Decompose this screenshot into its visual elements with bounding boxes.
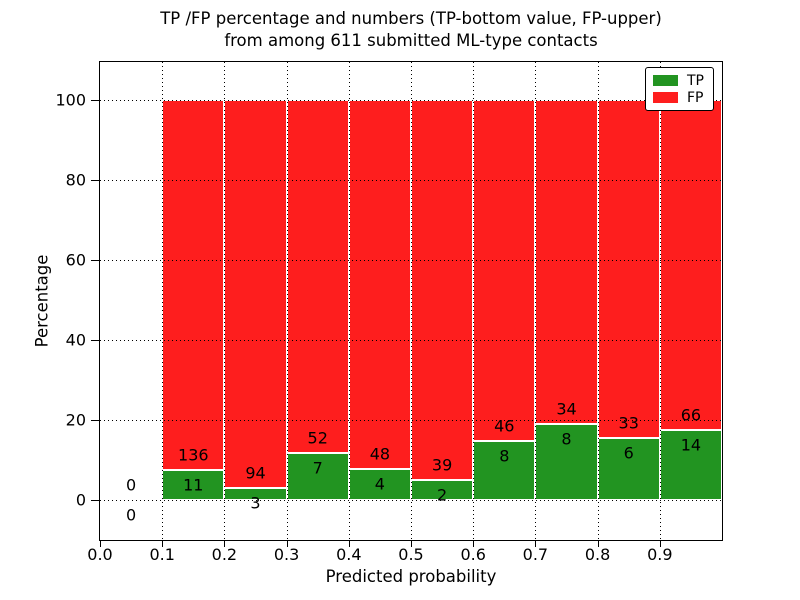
chart-title: TP /FP percentage and numbers (TP-bottom… (100, 8, 722, 52)
x-tick-mark (224, 541, 226, 547)
gridline-v (224, 62, 226, 540)
bar-count-label-tp: 7 (312, 458, 323, 478)
bar-count-label-fp: 48 (369, 444, 391, 464)
gridline-v (411, 62, 412, 540)
y-tick-label: 0 (75, 490, 86, 510)
bar-count-label-fp: 52 (307, 428, 328, 448)
plot-area: 0 0 136 11 94 3 52 7 48 4 39 2 46 8 34 8 33 6 66 14 (99, 61, 723, 541)
bar-count-label-fp: 39 (431, 455, 453, 475)
y-tick-mark (91, 260, 99, 261)
x-tick-mark (348, 541, 350, 547)
bar-segment-fp (659, 100, 722, 430)
bar-segment-fp (162, 100, 225, 471)
gridline-v (535, 62, 537, 540)
bar-segment-tp (286, 452, 349, 500)
x-tick-label: 0.5 (398, 545, 424, 564)
bar-count-label-tp: 4 (374, 474, 385, 494)
bar-segment-fp (597, 100, 660, 439)
bar-segment-tp (162, 470, 225, 500)
bar-count-label-tp: 8 (561, 429, 572, 449)
y-tick-label: 40 (65, 330, 86, 350)
legend-swatch-fp-icon (653, 92, 678, 103)
x-tick-mark (535, 541, 537, 547)
x-tick-label: 0.2 (211, 545, 238, 564)
bar-segment-fp (473, 100, 536, 441)
legend-swatch-tp-icon (653, 75, 678, 86)
legend-entry-tp: TP (653, 74, 706, 88)
legend-label-fp: FP (687, 89, 704, 106)
legend: TP FP (645, 67, 714, 111)
x-tick-mark (286, 541, 288, 547)
y-tick-label: 60 (65, 250, 86, 270)
legend-label-tp: TP (687, 72, 704, 89)
bar-count-label-tp: 8 (499, 446, 510, 466)
x-tick-label: 0.0 (87, 545, 113, 564)
bar-count-label-tp: 11 (183, 475, 204, 495)
x-tick-label: 0.3 (273, 545, 300, 564)
chart-title-line2: from among 611 submitted ML-type contact… (224, 31, 598, 50)
x-axis-label: Predicted probability (325, 567, 497, 586)
x-tick-mark (659, 541, 661, 547)
bar-segment-tp (348, 469, 411, 500)
y-tick-label: 80 (65, 170, 86, 190)
x-tick-mark (411, 541, 412, 547)
bar-count-label-fp: 46 (494, 416, 515, 436)
x-tick-mark (162, 541, 164, 547)
bar-segment-fp (286, 100, 349, 453)
gridline-v (473, 62, 475, 540)
bar-count-label-fp: 66 (680, 405, 702, 425)
y-tick-label: 20 (65, 410, 86, 430)
bar-count-label-tp: 2 (437, 485, 448, 505)
gridline-v (162, 62, 164, 540)
y-tick-mark (91, 500, 99, 501)
x-tick-mark (597, 541, 599, 547)
bar-segment-tp (659, 430, 722, 500)
bar-segment-tp (535, 423, 598, 500)
x-tick-label: 0.4 (336, 545, 362, 564)
y-tick-mark (91, 100, 99, 101)
bar-count-label-tp: 14 (680, 435, 702, 455)
x-tick-label: 0.6 (460, 545, 486, 564)
bar-count-label-tp: 3 (250, 493, 261, 513)
bar-count-label-fp: 0 (126, 475, 137, 495)
bar-count-label-tp: 0 (126, 505, 137, 525)
gridline-v (286, 62, 288, 540)
bar-count-label-fp: 34 (556, 399, 577, 419)
y-tick-label: 100 (55, 90, 86, 110)
y-tick-mark (91, 180, 99, 181)
y-tick-mark (91, 420, 99, 421)
bar-segment-tp (597, 438, 660, 500)
gridline-v (597, 62, 599, 540)
x-tick-label: 0.1 (149, 545, 175, 564)
x-tick-label: 0.7 (522, 545, 549, 564)
gridline-v (348, 62, 350, 540)
x-tick-mark (473, 541, 475, 547)
chart-title-line1: TP /FP percentage and numbers (TP-bottom… (160, 9, 662, 28)
bar-segment-fp (348, 100, 411, 470)
bar-count-label-fp: 136 (178, 445, 209, 465)
x-tick-label: 0.9 (647, 545, 673, 564)
bar-segment-fp (411, 100, 474, 481)
y-tick-mark (91, 340, 99, 341)
x-tick-label: 0.8 (584, 545, 611, 564)
bar-segment-fp (535, 100, 598, 424)
x-tick-mark (100, 541, 101, 547)
bar-segment-fp (224, 100, 287, 488)
legend-entry-fp: FP (653, 91, 706, 105)
bar-count-label-fp: 33 (618, 413, 639, 433)
bar-count-label-tp: 6 (623, 443, 634, 463)
bar-count-label-fp: 94 (245, 463, 266, 483)
gridline-v (659, 62, 661, 540)
